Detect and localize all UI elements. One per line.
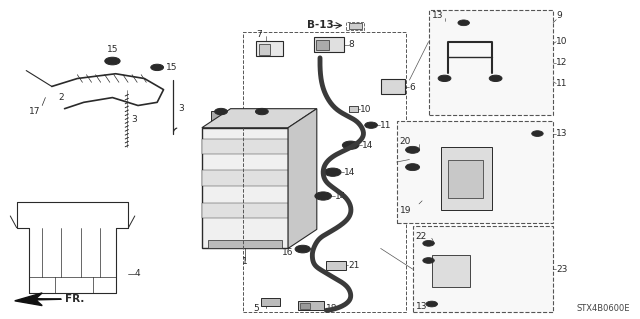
Text: 14: 14 bbox=[362, 141, 374, 150]
Text: 6: 6 bbox=[410, 83, 415, 92]
Text: STX4B0600E: STX4B0600E bbox=[576, 304, 630, 313]
Text: 13: 13 bbox=[416, 302, 428, 311]
Text: B-13: B-13 bbox=[307, 19, 334, 30]
Circle shape bbox=[105, 57, 120, 65]
Bar bbox=[256, 41, 283, 56]
Text: 17: 17 bbox=[29, 108, 41, 116]
Bar bbox=[202, 138, 288, 154]
Text: 19: 19 bbox=[400, 206, 412, 215]
Text: 8: 8 bbox=[349, 40, 355, 49]
Bar bbox=[346, 22, 364, 30]
Bar bbox=[316, 41, 329, 50]
Bar bbox=[349, 23, 362, 29]
Text: 22: 22 bbox=[416, 232, 427, 241]
Bar bbox=[202, 128, 288, 249]
Circle shape bbox=[328, 170, 337, 174]
Bar bbox=[397, 122, 553, 223]
Text: 23: 23 bbox=[556, 264, 568, 274]
Bar bbox=[211, 111, 230, 122]
Bar bbox=[259, 44, 270, 55]
Circle shape bbox=[295, 245, 310, 253]
Text: 13: 13 bbox=[556, 129, 568, 138]
Polygon shape bbox=[288, 109, 317, 249]
Circle shape bbox=[423, 241, 435, 246]
Text: 5: 5 bbox=[253, 304, 259, 313]
Bar bbox=[202, 170, 288, 186]
Bar bbox=[442, 147, 492, 210]
Text: 7: 7 bbox=[256, 30, 262, 39]
Polygon shape bbox=[202, 109, 317, 128]
Circle shape bbox=[214, 108, 227, 115]
Circle shape bbox=[438, 75, 451, 82]
Polygon shape bbox=[15, 293, 61, 306]
Text: 13: 13 bbox=[432, 11, 444, 20]
Bar bbox=[298, 301, 324, 310]
Circle shape bbox=[458, 20, 469, 26]
Bar bbox=[243, 33, 406, 312]
Bar bbox=[261, 298, 280, 306]
Circle shape bbox=[315, 192, 332, 200]
Text: 18: 18 bbox=[326, 304, 338, 313]
Circle shape bbox=[426, 301, 438, 307]
Circle shape bbox=[406, 146, 420, 153]
Bar bbox=[381, 79, 405, 94]
Bar bbox=[349, 106, 358, 112]
Bar bbox=[448, 160, 483, 197]
Text: 4: 4 bbox=[135, 269, 140, 278]
Text: 14: 14 bbox=[335, 191, 346, 201]
Text: 3: 3 bbox=[132, 115, 138, 124]
Text: 10: 10 bbox=[360, 105, 372, 114]
Text: 15: 15 bbox=[107, 45, 118, 55]
Text: 11: 11 bbox=[556, 79, 568, 88]
Circle shape bbox=[423, 258, 435, 263]
Circle shape bbox=[365, 122, 378, 128]
Circle shape bbox=[346, 143, 355, 147]
Circle shape bbox=[151, 64, 164, 70]
Circle shape bbox=[255, 108, 268, 115]
Circle shape bbox=[108, 59, 117, 63]
Text: 21: 21 bbox=[348, 261, 360, 270]
Bar bbox=[429, 10, 553, 115]
Circle shape bbox=[319, 194, 328, 198]
Text: 10: 10 bbox=[556, 37, 568, 46]
Circle shape bbox=[324, 168, 341, 176]
Bar bbox=[300, 303, 310, 309]
Circle shape bbox=[342, 141, 359, 149]
Text: 3: 3 bbox=[178, 104, 184, 113]
Text: FR.: FR. bbox=[65, 294, 84, 304]
Text: 12: 12 bbox=[556, 58, 568, 67]
Circle shape bbox=[532, 131, 543, 137]
Bar bbox=[432, 255, 470, 286]
Bar bbox=[314, 37, 344, 51]
Bar bbox=[326, 261, 346, 270]
Bar bbox=[413, 226, 553, 312]
Text: 15: 15 bbox=[166, 63, 177, 72]
Bar bbox=[202, 203, 288, 218]
Text: 14: 14 bbox=[344, 168, 356, 177]
Bar bbox=[253, 111, 271, 122]
Text: 20: 20 bbox=[400, 137, 412, 146]
Bar bbox=[208, 241, 282, 249]
Text: 1: 1 bbox=[242, 257, 248, 266]
Text: 9: 9 bbox=[556, 11, 562, 20]
Text: 16: 16 bbox=[282, 248, 293, 257]
Text: 2: 2 bbox=[58, 93, 64, 102]
Circle shape bbox=[489, 75, 502, 82]
Text: 11: 11 bbox=[380, 121, 392, 130]
Circle shape bbox=[406, 164, 420, 171]
